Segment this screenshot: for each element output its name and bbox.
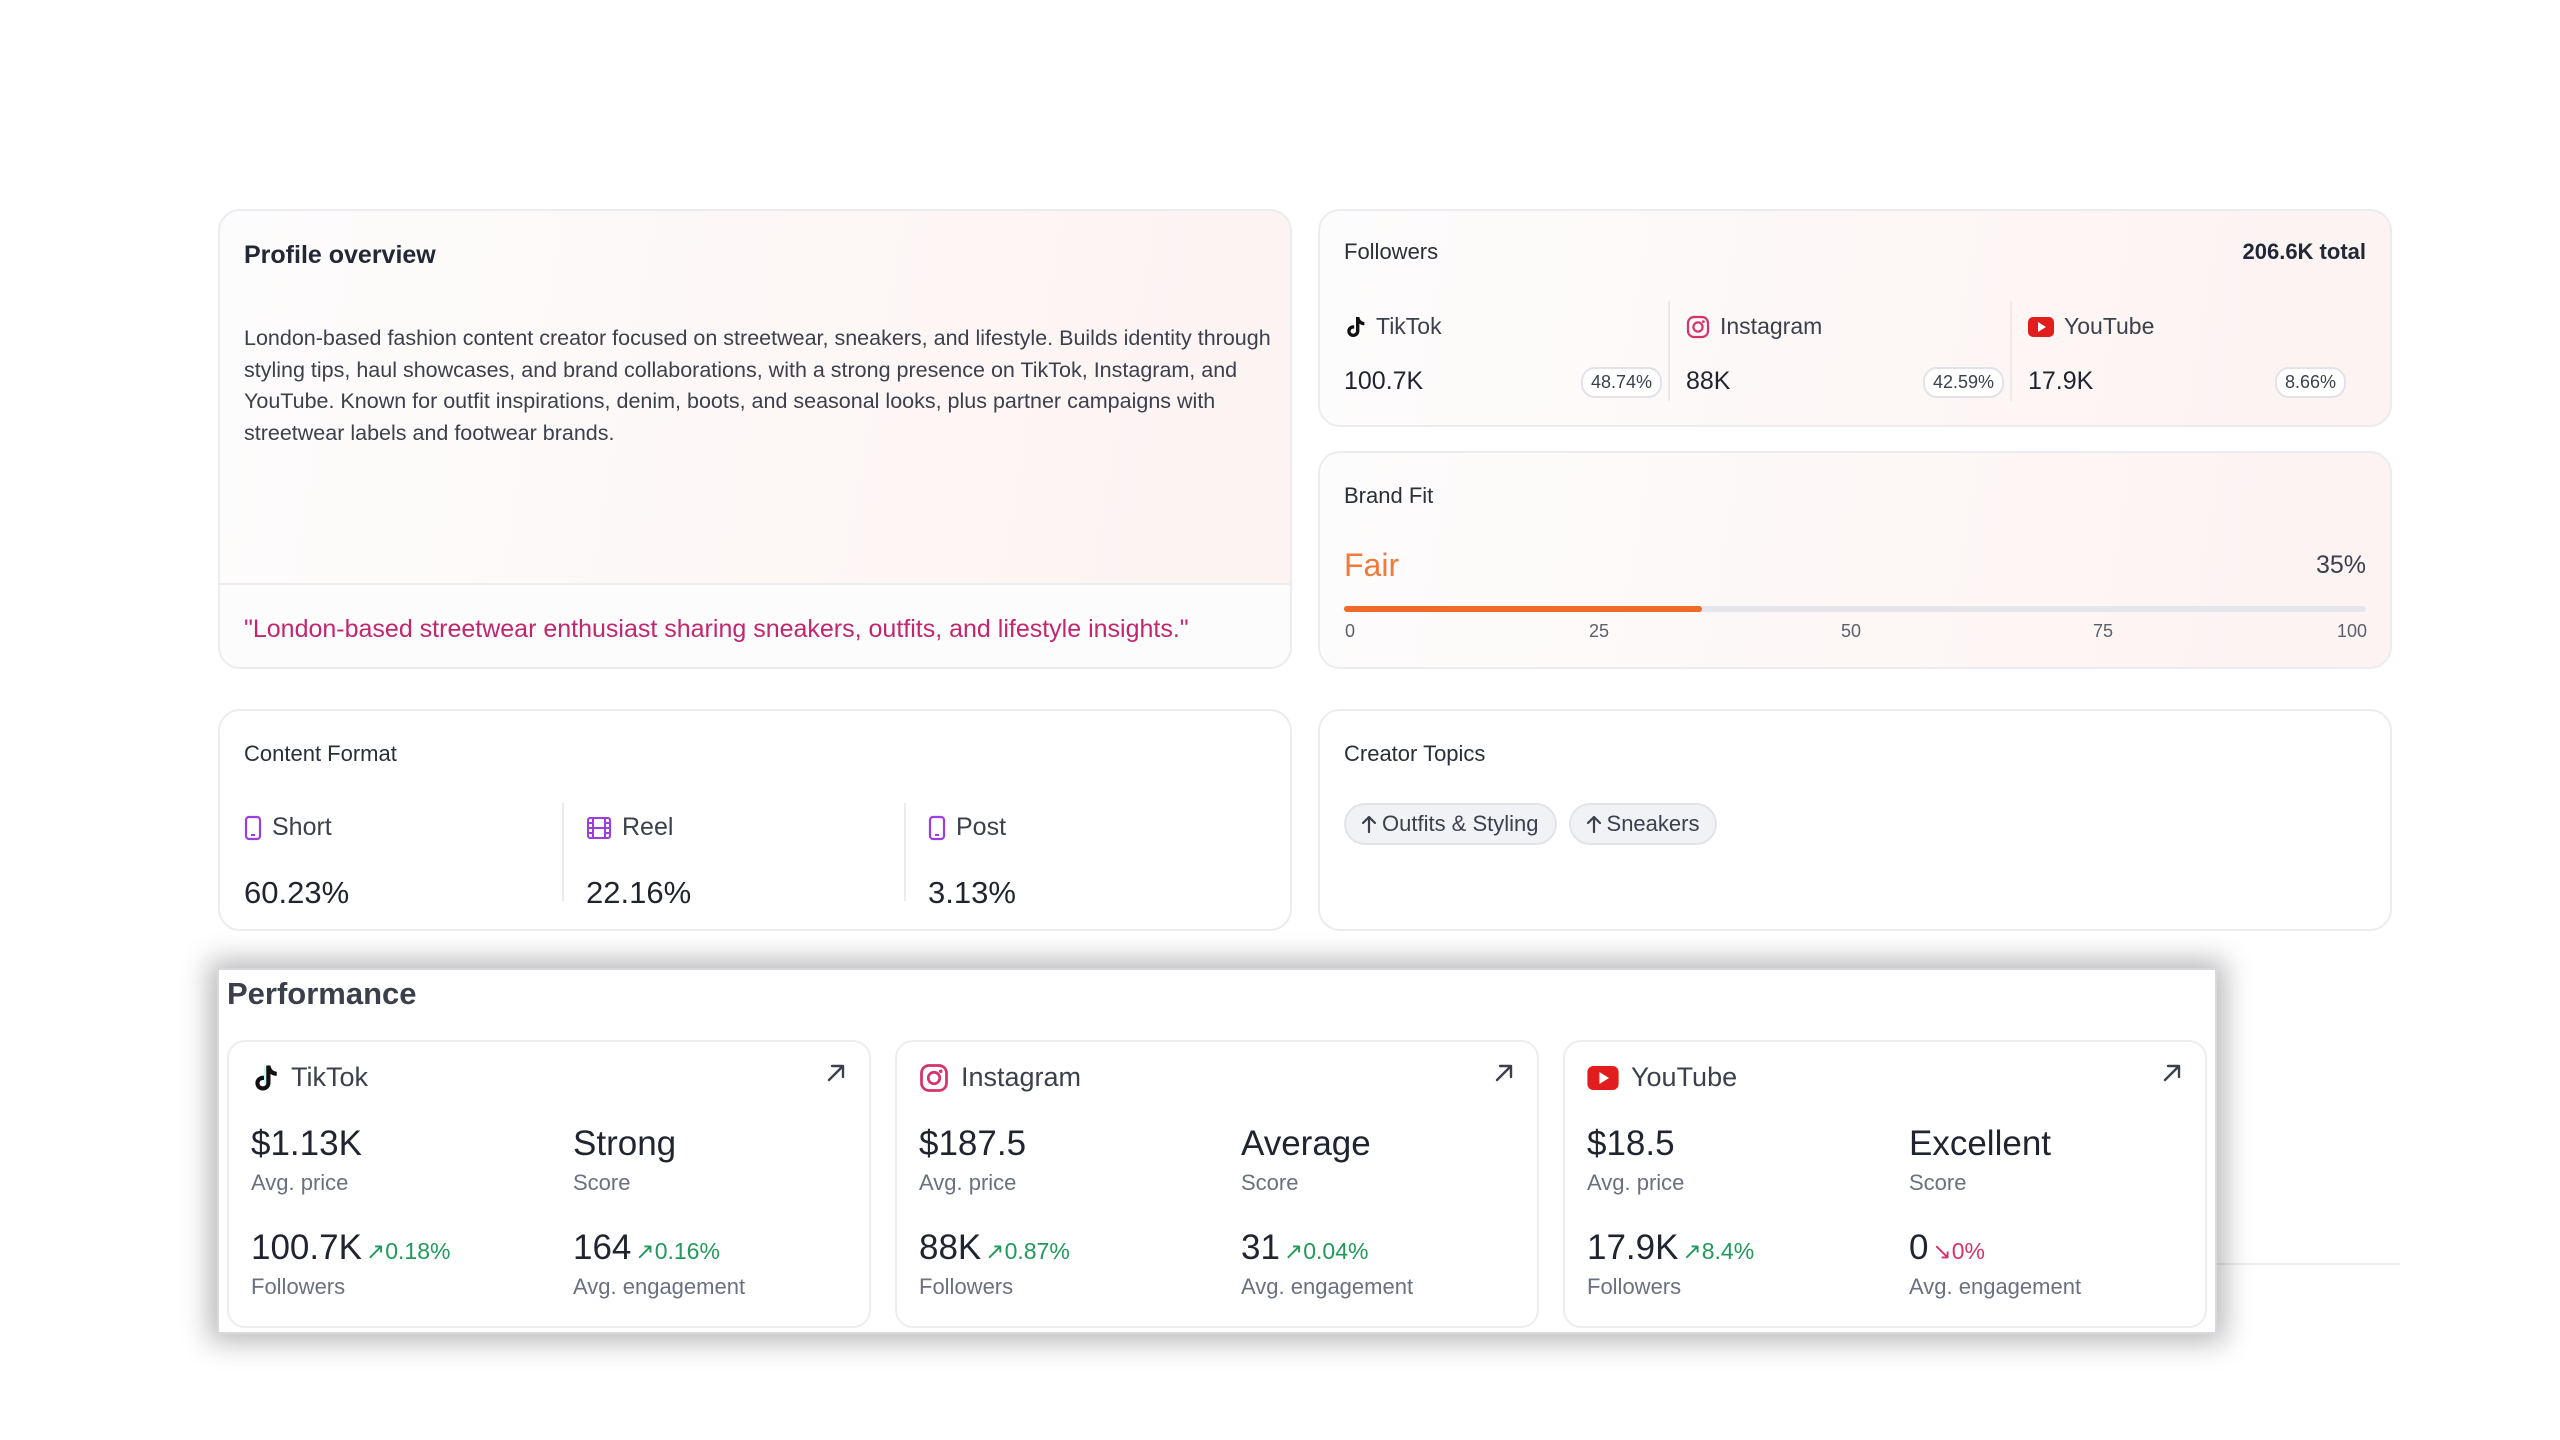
performance-platform-name: Instagram [961,1062,1082,1092]
topic-chip-label: Sneakers [1606,811,1700,836]
content-format-card: Content Format Short 60.23% Reel [218,709,1292,931]
format-short: Short 60.23% [244,803,544,910]
followers-instagram-value: 88K [1686,367,1731,395]
format-short-label: Short [272,813,332,841]
performance-card-youtube[interactable]: YouTube $18.5 Avg. price Excellent Score… [1563,1040,2207,1328]
followers-title: Followers [1344,239,1439,264]
performance-platform-name: YouTube [1631,1062,1738,1092]
metric-avg-price: $18.5 Avg. price [1587,1124,1685,1195]
creator-topics-card: Creator Topics Outfits & Styling Sneaker… [1318,709,2392,931]
youtube-icon [1587,1065,1619,1090]
followers-tiktok: TikTok 100.7K 48.74% [1344,301,1662,401]
metric-avg-engagement: 31 ↗0.04% Avg. engagement [1241,1228,1414,1299]
followers-youtube-name: YouTube [2064,313,2155,339]
performance-card-tiktok[interactable]: TikTok $1.13K Avg. price Strong Score 10… [227,1040,871,1328]
profile-quote-section: "London-based streetwear enthusiast shar… [220,583,1290,667]
brand-fit-tick: 0 [1344,621,1356,641]
format-reel-label: Reel [622,813,674,841]
followers-youtube: YouTube 17.9K 8.66% [2010,301,2346,401]
brand-fit-card: Brand Fit Fair 35% 0 25 50 75 100 [1318,451,2392,669]
profile-quote: "London-based streetwear enthusiast shar… [244,615,1189,643]
performance-card-instagram[interactable]: Instagram $187.5 Avg. price Average Scor… [895,1040,1539,1328]
arrow-up-icon [1586,815,1601,834]
brand-fit-progress-fill [1344,606,1702,612]
metric-score: Excellent Score [1909,1124,2052,1195]
trend-down: ↘0% [1932,1238,1985,1264]
followers-tiktok-name: TikTok [1376,313,1442,339]
topic-chip[interactable]: Sneakers [1568,803,1718,845]
followers-instagram: Instagram 88K 42.59% [1668,301,2004,401]
profile-bio: London-based fashion content creator foc… [244,326,1271,445]
brand-fit-level: Fair [1344,547,1400,583]
brand-fit-percent: 35% [2315,551,2366,579]
film-icon [587,816,611,839]
brand-fit-tick: 25 [1588,621,1610,641]
profile-overview-card: Profile overview London-based fashion co… [218,209,1292,669]
youtube-icon [2028,316,2054,337]
tiktok-icon [255,1065,277,1090]
metric-followers: 17.9K ↗8.4% Followers [1587,1228,1755,1299]
followers-tiktok-value: 100.7K [1344,367,1424,395]
phone-icon [928,815,946,840]
followers-card: Followers 206.6K total TikTok 100.7K 48.… [1318,209,2392,427]
followers-instagram-name: Instagram [1720,313,1823,339]
external-link-icon[interactable] [1489,1058,1519,1088]
format-reel: Reel 22.16% [562,803,886,910]
topic-chip[interactable]: Outfits & Styling [1344,803,1557,845]
followers-instagram-pct: 42.59% [1922,367,2004,398]
instagram-icon [1686,315,1710,338]
metric-avg-price: $1.13K Avg. price [251,1124,362,1195]
tiktok-icon [1347,316,1365,337]
format-post: Post 3.13% [904,803,1228,910]
divider [1668,301,1670,401]
brand-fit-progress-track [1344,606,2366,612]
followers-youtube-pct: 8.66% [2274,367,2346,398]
instagram-icon [920,1063,948,1092]
format-reel-value: 22.16% [586,875,692,910]
content-format-title: Content Format [244,741,397,766]
followers-total: 206.6K total [2242,239,2367,264]
brand-fit-tick: 100 [2336,621,2368,641]
followers-youtube-value: 17.9K [2028,367,2094,395]
trend-up: ↗0.04% [1283,1238,1369,1264]
format-short-value: 60.23% [244,875,350,910]
metric-avg-price: $187.5 Avg. price [919,1124,1027,1195]
brand-fit-tick: 50 [1840,621,1862,641]
external-link-icon[interactable] [2157,1058,2187,1088]
metric-followers: 100.7K ↗0.18% Followers [251,1228,451,1299]
trend-up: ↗0.18% [365,1238,451,1264]
metric-avg-engagement: 0 ↘0% Avg. engagement [1909,1228,2082,1299]
topic-chips: Outfits & Styling Sneakers [1344,803,1718,845]
divider [2010,301,2012,401]
performance-title: Performance [227,976,417,1011]
followers-tiktok-pct: 48.74% [1580,367,1662,398]
trend-up: ↗0.87% [985,1238,1070,1264]
phone-icon [244,815,262,840]
format-post-value: 3.13% [928,875,1016,910]
performance-panel: Performance TikTok $1.13K Avg. price Str… [217,968,2217,1334]
metric-score: Strong Score [573,1124,677,1195]
external-link-icon[interactable] [821,1058,851,1088]
divider [562,803,564,901]
profile-overview-title: Profile overview [244,241,436,269]
performance-platform-name: TikTok [291,1062,369,1092]
trend-up: ↗0.16% [635,1238,720,1264]
divider [2210,1263,2400,1265]
metric-score: Average Score [1241,1124,1371,1195]
trend-up: ↗8.4% [1682,1238,1755,1264]
format-post-label: Post [956,813,1007,841]
brand-fit-tick: 75 [2092,621,2114,641]
creator-topics-title: Creator Topics [1344,741,1486,766]
arrow-up-icon [1361,815,1377,834]
brand-fit-title: Brand Fit [1344,483,1434,508]
topic-chip-label: Outfits & Styling [1382,811,1539,836]
metric-followers: 88K ↗0.87% Followers [919,1228,1070,1299]
divider [904,803,906,901]
metric-avg-engagement: 164 ↗0.16% Avg. engagement [573,1228,746,1299]
